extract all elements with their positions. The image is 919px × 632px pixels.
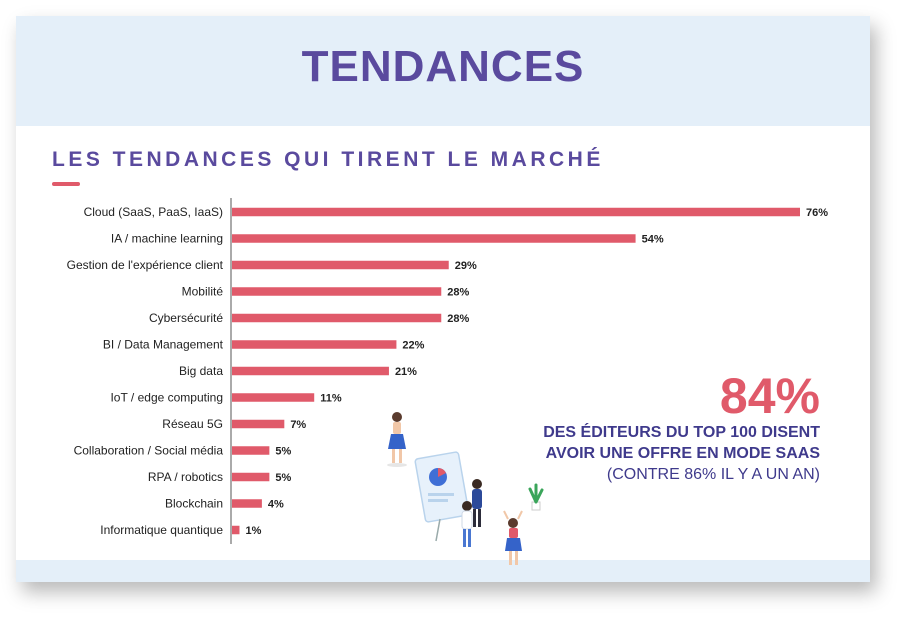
bar xyxy=(232,260,449,270)
category-label: Cybersécurité xyxy=(149,311,223,325)
value-label: 4% xyxy=(268,499,284,511)
value-label: 29% xyxy=(455,260,477,272)
category-label: Réseau 5G xyxy=(162,417,223,431)
section-underline xyxy=(52,182,80,186)
category-label: IoT / edge computing xyxy=(110,391,223,405)
bar xyxy=(232,499,262,508)
category-label: IA / machine learning xyxy=(111,232,223,246)
value-label: 5% xyxy=(275,472,291,484)
value-label: 11% xyxy=(320,393,342,405)
value-label: 21% xyxy=(395,366,417,378)
bar xyxy=(232,472,270,482)
value-label: 28% xyxy=(447,313,469,325)
infographic-card: TENDANCES LES TENDANCES QUI TIRENT LE MA… xyxy=(16,16,870,582)
category-label: Big data xyxy=(179,364,223,378)
section-title: LES TENDANCES QUI TIRENT LE MARCHÉ xyxy=(52,148,604,171)
value-label: 5% xyxy=(275,446,291,458)
bar xyxy=(232,207,800,217)
callout-line-3: (CONTRE 86% IL Y A UN AN) xyxy=(606,466,820,483)
category-label: Gestion de l'expérience client xyxy=(67,258,224,272)
footer-band xyxy=(16,560,870,582)
value-label: 54% xyxy=(642,234,664,246)
callout-line-1: DES ÉDITEURS DU TOP 100 DISENT xyxy=(543,424,820,441)
category-label: RPA / robotics xyxy=(148,470,223,484)
bar xyxy=(232,287,442,296)
header-band xyxy=(16,16,870,126)
bar xyxy=(232,234,636,243)
bar xyxy=(232,419,285,429)
bar xyxy=(232,340,397,349)
value-label: 1% xyxy=(245,525,261,537)
category-label: Mobilité xyxy=(182,285,224,299)
page-title: TENDANCES xyxy=(301,42,585,91)
people-presentation-icon xyxy=(387,412,544,565)
value-label: 22% xyxy=(402,340,424,352)
bar xyxy=(232,393,315,402)
value-label: 76% xyxy=(806,207,828,219)
callout-value: 84% xyxy=(719,368,820,424)
value-label: 7% xyxy=(290,419,306,431)
value-label: 28% xyxy=(447,287,469,299)
bar xyxy=(232,366,389,376)
category-label: BI / Data Management xyxy=(103,338,224,352)
bar xyxy=(232,313,442,323)
category-label: Blockchain xyxy=(165,497,223,511)
bar xyxy=(232,525,240,535)
category-label: Cloud (SaaS, PaaS, IaaS) xyxy=(84,205,223,219)
callout: 84% DES ÉDITEURS DU TOP 100 DISENT AVOIR… xyxy=(520,370,820,485)
bar xyxy=(232,446,270,455)
bar-chart: Cloud (SaaS, PaaS, IaaS) 76% IA / machine … xyxy=(67,198,828,544)
category-label: Collaboration / Social média xyxy=(74,444,224,458)
category-label: Informatique quantique xyxy=(100,523,223,537)
callout-line-2: AVOIR UNE OFFRE EN MODE SAAS xyxy=(545,445,820,462)
